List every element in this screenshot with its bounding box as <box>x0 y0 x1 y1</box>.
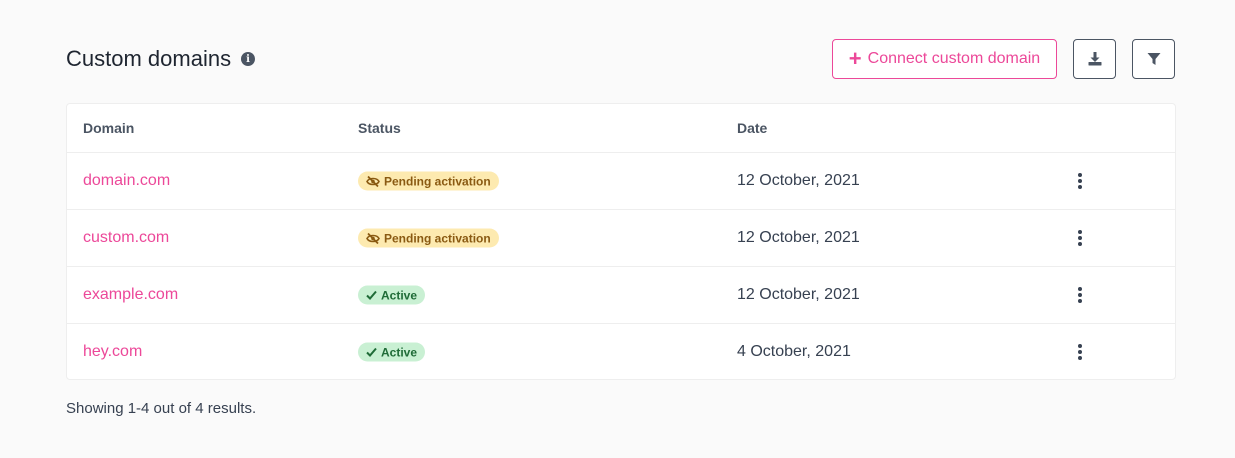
table-row: domain.com Pending activation 12 October… <box>67 152 1175 209</box>
status-label: Pending activation <box>384 231 491 245</box>
filter-icon <box>1147 53 1160 65</box>
eye-slash-icon <box>366 175 380 187</box>
more-actions-icon[interactable] <box>1073 287 1087 303</box>
domain-link[interactable]: domain.com <box>83 172 171 189</box>
status-badge: Active <box>358 342 426 362</box>
column-header-status[interactable]: Status <box>358 120 401 136</box>
domain-link[interactable]: example.com <box>83 286 179 303</box>
check-icon <box>366 290 377 300</box>
more-actions-icon[interactable] <box>1073 173 1087 189</box>
eye-slash-icon <box>366 232 380 244</box>
table-header: Domain Status Date <box>67 104 1175 152</box>
column-header-date[interactable]: Date <box>737 120 768 136</box>
date-cell: 12 October, 2021 <box>737 229 860 246</box>
more-actions-icon[interactable] <box>1073 344 1087 360</box>
domain-link[interactable]: hey.com <box>83 343 143 360</box>
page-title: Custom domains <box>66 46 232 71</box>
status-badge: Pending activation <box>358 228 499 248</box>
page-title-wrap: Custom domains i <box>66 46 256 72</box>
download-icon <box>1088 52 1101 66</box>
domain-link[interactable]: custom.com <box>83 229 170 246</box>
check-icon <box>366 347 377 357</box>
status-label: Pending activation <box>384 174 491 188</box>
info-icon[interactable]: i <box>241 52 256 66</box>
status-badge: Active <box>358 285 426 305</box>
date-cell: 12 October, 2021 <box>737 286 860 303</box>
connect-label: Connect custom domain <box>867 50 1041 67</box>
column-header-domain[interactable]: Domain <box>83 120 135 136</box>
results-summary: Showing 1-4 out of 4 results. <box>66 400 257 417</box>
table-row: custom.com Pending activation 12 October… <box>67 209 1175 266</box>
status-label: Active <box>381 345 418 359</box>
table-row: hey.com Active 4 October, 2021 <box>67 323 1175 380</box>
date-cell: 12 October, 2021 <box>737 172 860 189</box>
plus-icon: + <box>848 46 862 71</box>
more-actions-icon[interactable] <box>1073 230 1087 246</box>
date-cell: 4 October, 2021 <box>737 343 851 360</box>
domains-table: Domain Status Date domain.com Pending ac… <box>66 103 1176 380</box>
filter-button[interactable] <box>1132 39 1175 79</box>
status-badge: Pending activation <box>358 171 499 191</box>
status-label: Active <box>381 288 418 302</box>
download-button[interactable] <box>1073 39 1116 79</box>
table-row: example.com Active 12 October, 2021 <box>67 266 1175 323</box>
connect-custom-domain-button[interactable]: + Connect custom domain <box>832 39 1057 79</box>
